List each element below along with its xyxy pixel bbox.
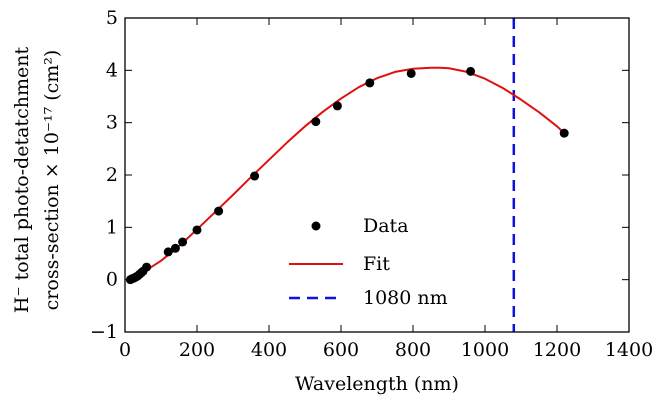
data-point	[214, 206, 224, 216]
points-layer	[125, 66, 569, 285]
data-point	[142, 262, 152, 272]
x-tick-label: 1000	[461, 339, 509, 361]
x-tick-label: 0	[119, 339, 131, 361]
tick-group	[124, 17, 630, 333]
plot-frame	[124, 17, 630, 333]
legend-data-marker	[311, 221, 321, 231]
x-tick-label: 600	[323, 339, 359, 361]
legend: Data Fit 1080 nm	[289, 215, 448, 309]
legend-fit-label: Fit	[363, 253, 390, 275]
x-tick-label: 200	[179, 339, 215, 361]
data-point	[311, 117, 321, 127]
x-tick-label: 1200	[533, 339, 581, 361]
data-point	[559, 128, 569, 138]
data-point	[163, 247, 173, 257]
y-tick-labels: −1 0 1 2 3 4 5	[90, 7, 118, 343]
data-point	[365, 78, 375, 88]
data-point	[466, 66, 476, 76]
data-point	[170, 243, 180, 253]
y-tick-label: −1	[90, 321, 118, 343]
y-axis-label-line1: H⁻ total photo-detatchment	[11, 47, 33, 314]
data-point	[406, 68, 416, 78]
fit-line	[129, 66, 565, 281]
legend-data-label: Data	[363, 215, 409, 237]
x-tick-label: 800	[395, 339, 431, 361]
data-point	[192, 225, 202, 235]
y-tick-label: 2	[106, 164, 118, 186]
y-tick-label: 4	[106, 59, 118, 81]
line-layer	[129, 66, 565, 281]
data-point	[178, 237, 188, 247]
x-tick-labels: 0 200 400 600 800 1000 1200 1400	[119, 339, 653, 361]
y-axis-label-line2: cross-section × 10⁻¹⁷ (cm²)	[41, 50, 63, 311]
x-tick-label: 400	[251, 339, 287, 361]
data-point	[250, 171, 260, 181]
data-point	[332, 101, 342, 111]
x-tick-label: 1400	[605, 339, 653, 361]
y-tick-label: 0	[106, 269, 118, 291]
y-tick-label: 3	[106, 112, 118, 134]
y-tick-label: 5	[106, 7, 118, 29]
legend-1080nm-label: 1080 nm	[363, 287, 448, 309]
x-axis-label: Wavelength (nm)	[295, 373, 459, 395]
y-tick-label: 1	[106, 216, 118, 238]
